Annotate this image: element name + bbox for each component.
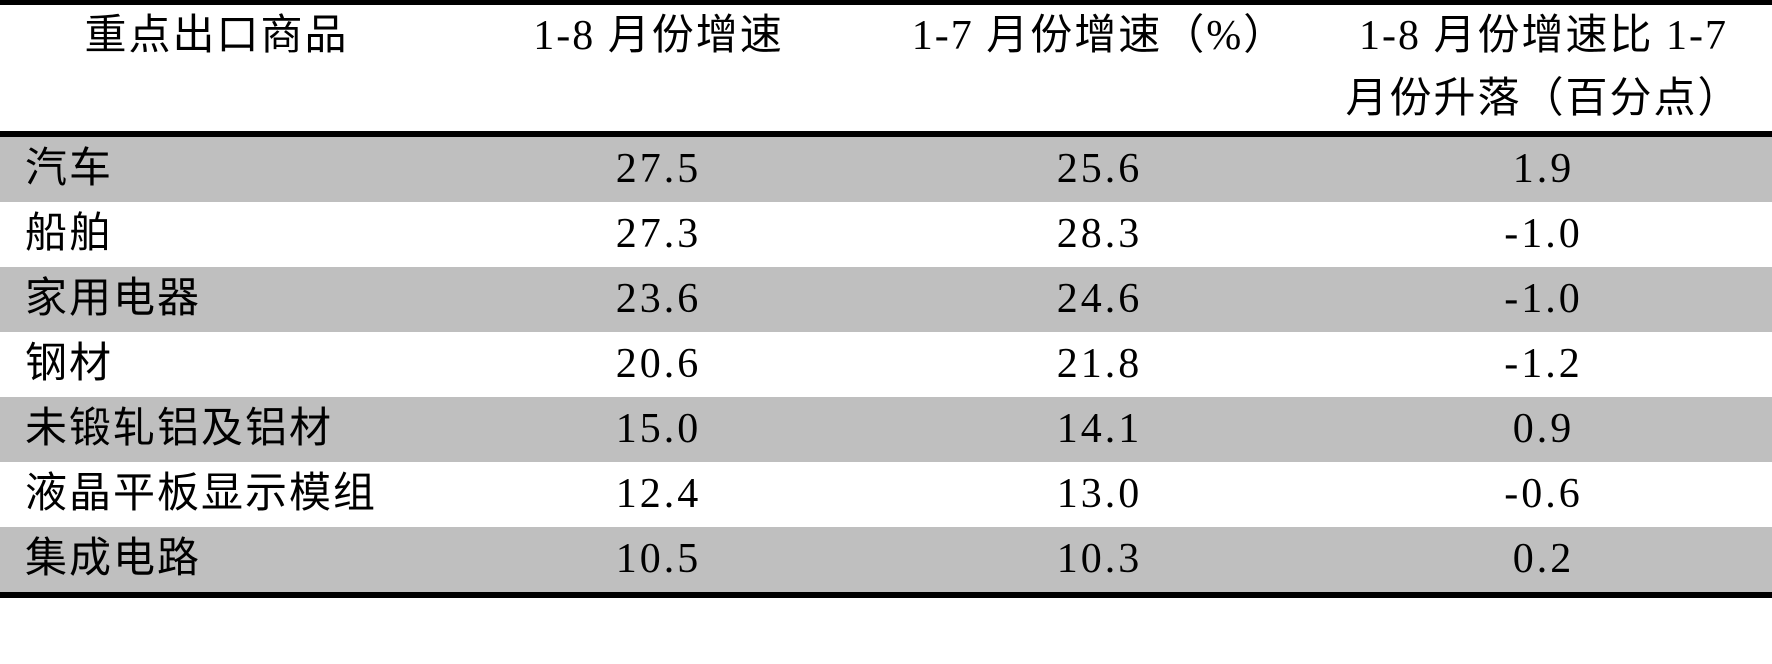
table-body: 汽车 27.5 25.6 1.9 船舶 27.3 28.3 -1.0 家用电器 23.6 24.6 -…	[0, 137, 1772, 592]
table-row: 船舶 27.3 28.3 -1.0	[0, 202, 1772, 267]
export-commodities-table: 重点出口商品 1-8 月份增速 1-7 月份增速（%） 1-8 月份增速比 1-…	[0, 0, 1772, 598]
table-row: 家用电器 23.6 24.6 -1.0	[0, 267, 1772, 332]
header-growth-change-line1: 1-8 月份增速比 1-7	[1359, 13, 1728, 59]
row-commodity-label: 家用电器	[25, 276, 202, 322]
row-commodity-label: 液晶平板显示模组	[25, 471, 378, 517]
row-jan-jul-growth-value: 14.1	[1056, 406, 1143, 452]
row-jan-jul-growth-value: 25.6	[1056, 146, 1143, 192]
row-commodity-label: 集成电路	[25, 536, 202, 582]
row-jan-jul-growth-value: 21.8	[1056, 341, 1143, 387]
row-jan-aug-growth-value: 20.6	[615, 341, 702, 387]
row-jan-jul-growth-value: 13.0	[1056, 471, 1143, 517]
table-row: 钢材 20.6 21.8 -1.2	[0, 332, 1772, 397]
row-growth-change-value: -1.0	[1504, 211, 1583, 257]
table-bottom-rule	[0, 592, 1772, 598]
header-growth-change-line2: 月份升落（百分点）	[1345, 76, 1742, 122]
row-jan-aug-growth-value: 27.5	[615, 146, 702, 192]
row-commodity-label: 钢材	[25, 341, 114, 387]
header-divider-rule	[0, 131, 1772, 137]
row-jan-aug-growth-value: 15.0	[615, 406, 702, 452]
header-jan-aug-growth: 1-8 月份增速	[533, 13, 784, 59]
row-growth-change-value: -0.6	[1504, 471, 1583, 517]
table-header-row: 重点出口商品 1-8 月份增速 1-7 月份增速（%） 1-8 月份增速比 1-…	[0, 5, 1772, 131]
row-jan-jul-growth-value: 10.3	[1056, 536, 1143, 582]
row-jan-aug-growth-value: 10.5	[615, 536, 702, 582]
row-growth-change-value: 0.2	[1512, 536, 1575, 582]
header-commodity: 重点出口商品	[84, 13, 349, 59]
table-row: 液晶平板显示模组 12.4 13.0 -0.6	[0, 462, 1772, 527]
table-top-rule	[0, 0, 1772, 5]
header-jan-jul-growth: 1-7 月份增速（%）	[911, 13, 1288, 59]
row-growth-change-value: -1.0	[1504, 276, 1583, 322]
row-jan-jul-growth-value: 24.6	[1056, 276, 1143, 322]
row-growth-change-value: -1.2	[1504, 341, 1583, 387]
row-growth-change-value: 0.9	[1512, 406, 1575, 452]
row-jan-aug-growth-value: 27.3	[615, 211, 702, 257]
table-row: 汽车 27.5 25.6 1.9	[0, 137, 1772, 202]
row-commodity-label: 汽车	[25, 146, 114, 192]
table-row: 集成电路 10.5 10.3 0.2	[0, 527, 1772, 592]
header-growth-change: 1-8 月份增速比 1-7 月份升落（百分点）	[1315, 5, 1772, 131]
row-jan-jul-growth-value: 28.3	[1056, 211, 1143, 257]
table-row: 未锻轧铝及铝材 15.0 14.1 0.9	[0, 397, 1772, 462]
row-commodity-label: 船舶	[25, 211, 114, 257]
row-jan-aug-growth-value: 12.4	[615, 471, 702, 517]
row-jan-aug-growth-value: 23.6	[615, 276, 702, 322]
row-growth-change-value: 1.9	[1512, 146, 1575, 192]
row-commodity-label: 未锻轧铝及铝材	[25, 406, 334, 452]
